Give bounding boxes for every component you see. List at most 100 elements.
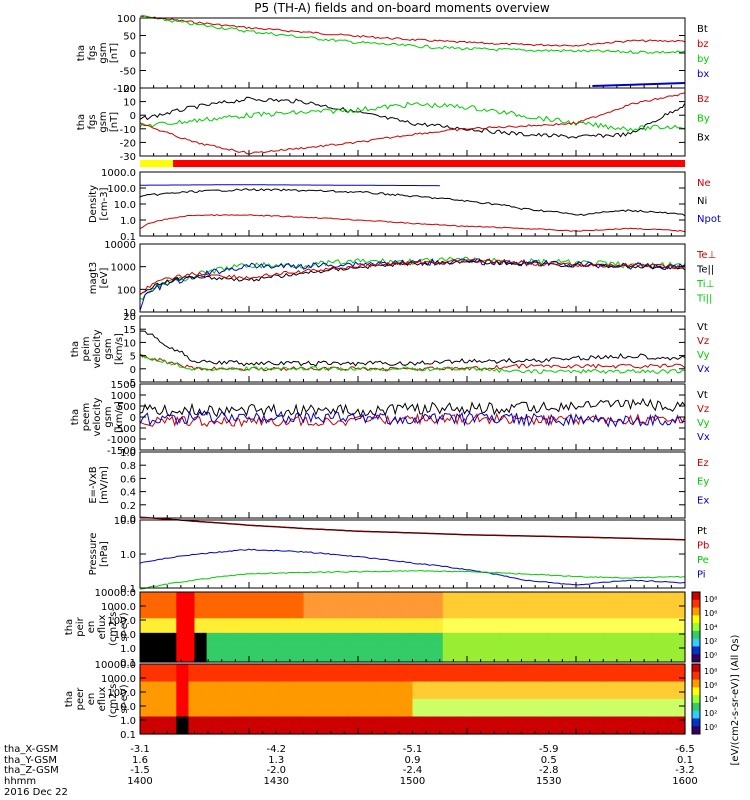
spectrogram-cell [309,594,317,599]
spectrogram-cell [170,632,177,637]
spectrogram-cell [406,699,414,703]
spectrogram-cell [539,618,547,622]
spectrogram-cell [309,612,317,616]
spectrogram-cell [158,716,165,721]
spectrogram-cell [309,653,317,657]
spectrogram-cell [140,707,147,712]
legend-te⊥: Te⊥ [696,250,716,261]
spectrogram-cell [624,612,632,616]
spectrogram-cell [424,664,432,668]
spectrogram-cell [230,632,238,637]
spectrogram-cell [672,638,680,643]
spectrogram-cell [333,624,341,628]
spectrogram-cell [339,627,347,631]
spectrogram-cell [291,603,299,608]
spectrogram-cell [418,594,426,599]
spectrogram-cell [218,627,226,631]
spectrogram-cell [382,664,389,668]
spectrogram-cell [569,659,577,663]
spectrogram-cell [164,669,171,674]
spectrogram-cell [467,704,474,709]
spectrogram-cell [406,635,414,640]
spectrogram-cell [454,618,462,622]
spectrogram-cell [146,684,153,688]
spectrogram-cell [569,725,577,729]
spectrogram-cell [321,609,329,614]
spectrogram-cell [188,713,196,718]
spectrogram-cell [206,684,214,688]
spectrogram-cell [400,693,408,697]
spectrogram-cell [424,681,432,686]
spectrogram-cell [551,644,559,649]
spectrogram-cell [412,678,420,683]
spectrogram-cell [521,687,529,691]
spectrogram-cell [497,632,504,637]
spectrogram-cell [618,594,626,599]
spectrogram-cell [642,615,650,619]
spectrogram-cell [636,603,644,608]
spectrogram-cell [140,624,147,628]
spectrogram-cell [448,678,456,683]
spectrogram-cell [563,672,571,677]
spectrogram-cell [539,669,547,674]
spectrogram-cell [267,609,274,614]
spectrogram-cell [473,629,480,634]
spectrogram-cell [339,612,347,616]
spectrogram-cell [606,687,613,691]
spectrogram-cell [533,612,541,616]
spectrogram-cell [521,728,529,732]
spectrogram-cell [600,687,607,691]
spectrogram-cell [400,629,408,634]
spectrogram-cell [188,612,196,616]
spectrogram-cell [370,650,377,654]
spectrogram-cell [273,656,280,660]
spectrogram-cell [236,618,244,622]
spectrogram-cell [140,725,147,729]
spectrogram-cell [569,704,577,709]
spectrogram-cell [660,710,668,715]
spectrogram-cell [279,699,286,703]
spectrogram-cell [303,594,311,599]
spectrogram-cell [630,701,638,706]
spectrogram-cell [509,656,517,660]
spectrogram-cell [152,707,159,712]
spectrogram-cell [170,719,177,723]
spectrogram-cell [636,615,644,619]
spectrogram-cell [497,624,504,628]
spectrogram-cell [146,644,153,649]
spectrogram-cell [600,725,607,729]
spectrogram-cell [261,693,268,697]
spectrogram-cell [309,666,317,671]
spectrogram-cell [660,675,668,680]
spectrogram-cell [273,693,280,697]
spectrogram-cell [648,710,656,715]
spectrogram-cell [146,690,153,694]
panel-9-frame-top [139,591,686,663]
spectrogram-cell [364,675,371,680]
spectrogram-cell [194,672,202,677]
spectrogram-cell [618,629,626,634]
spectrogram-cell [576,687,583,691]
spectrogram-cell [285,672,292,677]
spectrogram-cell [327,641,335,646]
spectrogram-cell [442,647,450,651]
spectrogram-cell [582,592,589,596]
spectrogram-cell [339,728,347,732]
spectrogram-cell [164,627,171,631]
spectrogram-cell [242,644,250,649]
spectrogram-cell [351,597,359,602]
spectrogram-cell [261,687,268,691]
spectrogram-cell [612,687,619,691]
spectrogram-cell [382,690,389,694]
spectrogram-cell [533,687,541,691]
spectrogram-cell [642,650,650,654]
spectrogram-cell [618,606,626,611]
spectrogram-cell [588,656,595,660]
spectrogram-cell [212,621,220,625]
spectrogram-cell [388,704,395,709]
spectrogram-cell [236,675,244,680]
spectrogram-cell [460,641,468,646]
spectrogram-cell [249,704,256,709]
spectrogram-cell [479,701,486,706]
spectrogram-cell [503,666,510,671]
